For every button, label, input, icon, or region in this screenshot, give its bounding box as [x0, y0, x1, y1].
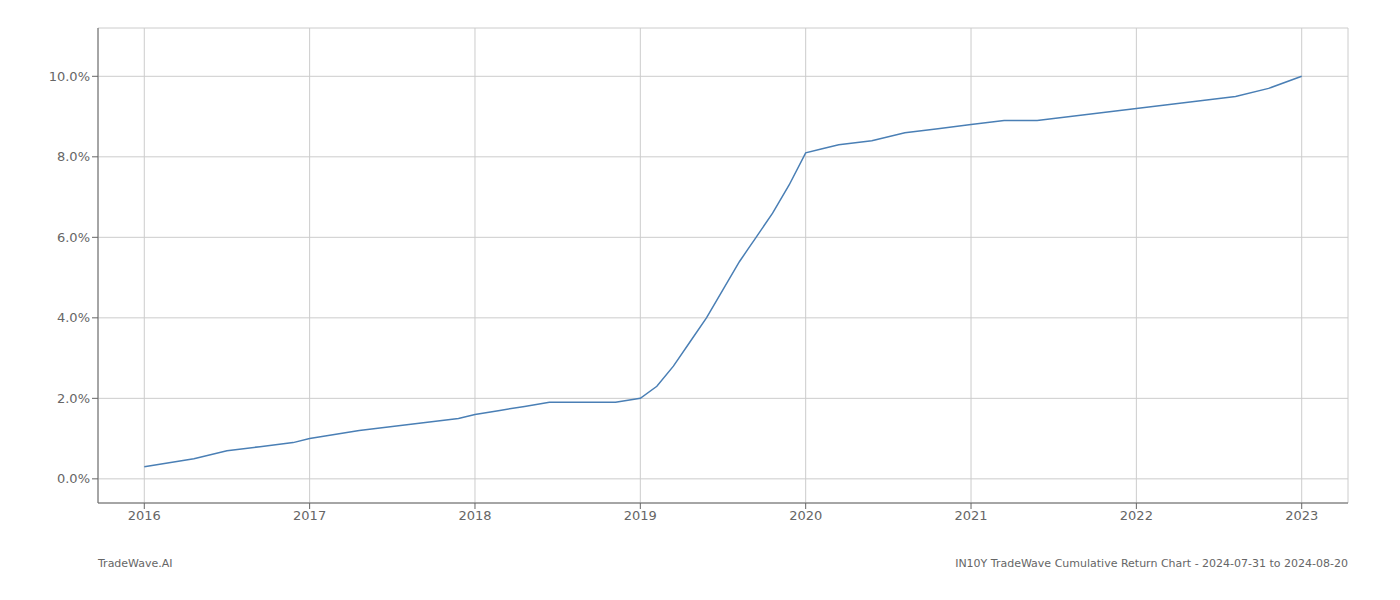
svg-text:2020: 2020	[789, 508, 822, 523]
html-text:IN10Y TradeWave Cumulative Ret: IN10Y TradeWave Cumulative Return Chart …	[955, 557, 1348, 570]
svg-text:0.0%: 0.0%	[57, 471, 90, 486]
svg-text:2019: 2019	[624, 508, 657, 523]
svg-text:2021: 2021	[954, 508, 987, 523]
svg-text:2.0%: 2.0%	[57, 391, 90, 406]
svg-text:10.0%: 10.0%	[49, 69, 90, 84]
svg-text:2016: 2016	[128, 508, 161, 523]
svg-text:2022: 2022	[1120, 508, 1153, 523]
html-text:TradeWave.AI: TradeWave.AI	[98, 557, 173, 570]
svg-text:4.0%: 4.0%	[57, 310, 90, 325]
svg-text:6.0%: 6.0%	[57, 230, 90, 245]
svg-text:2017: 2017	[293, 508, 326, 523]
svg-text:8.0%: 8.0%	[57, 149, 90, 164]
svg-text:2018: 2018	[458, 508, 491, 523]
svg-text:2023: 2023	[1285, 508, 1318, 523]
